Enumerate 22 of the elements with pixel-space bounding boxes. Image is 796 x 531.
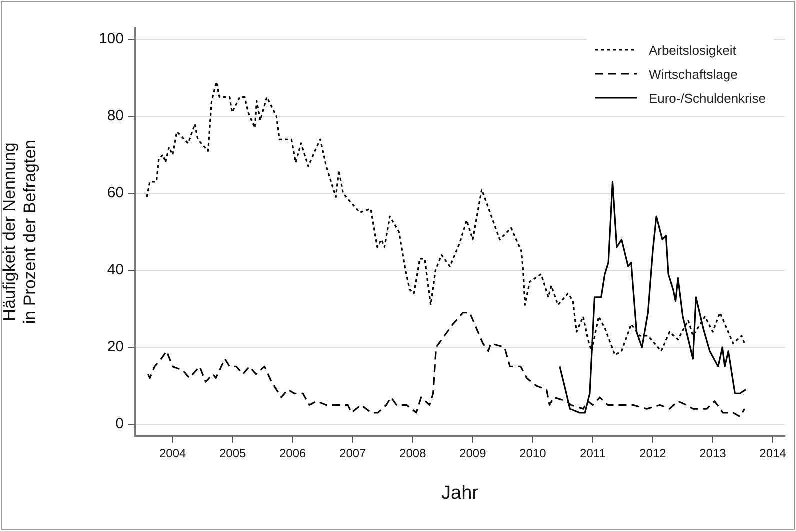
legend-label: Arbeitslosigkeit: [648, 42, 736, 58]
y-tick-label: 40: [107, 262, 124, 279]
x-tick-label: 2005: [219, 446, 246, 461]
x-tick-label: 2004: [159, 446, 186, 461]
legend-label: Wirtschaftslage: [648, 66, 738, 82]
legend-label: Euro-/Schuldenkrise: [648, 90, 766, 106]
y-tick-label: 80: [107, 108, 124, 125]
y-tick-label: 0: [116, 416, 124, 433]
y-tick-label: 60: [107, 184, 124, 202]
x-tick-label: 2010: [520, 446, 547, 461]
y-tick-label: 20: [107, 338, 124, 356]
x-tick-label: 2007: [340, 446, 367, 461]
x-tick-label: 2014: [760, 446, 787, 461]
x-axis-title: Jahr: [442, 482, 480, 504]
x-tick-label: 2008: [400, 446, 427, 461]
y-tick-label: 100: [98, 30, 124, 48]
x-tick-label: 2011: [580, 446, 606, 461]
y-axis-title: Häufigkeit der Nennung in Prozent der Befragten: [0, 140, 40, 324]
x-tick-label: 2012: [640, 446, 667, 461]
x-tick-label: 2009: [460, 446, 487, 461]
x-tick-label: 2006: [279, 446, 307, 461]
x-tick-label: 2013: [700, 446, 727, 461]
